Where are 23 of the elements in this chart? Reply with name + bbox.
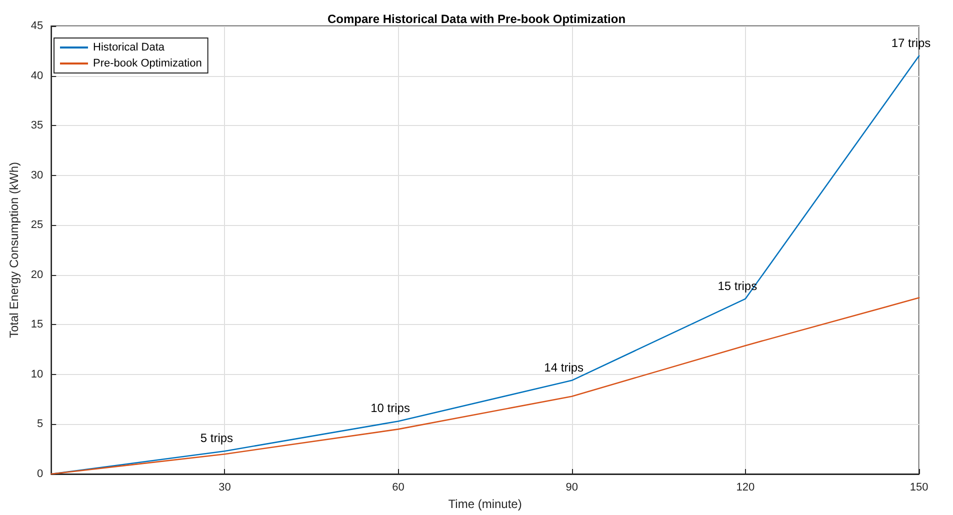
annotation: 14 trips [544, 360, 584, 374]
y-tick-label: 25 [30, 219, 44, 232]
y-tick-label: 0 [37, 468, 44, 480]
legend-label: Historical Data [93, 42, 166, 54]
x-tick-label: 60 [392, 482, 404, 494]
x-tick-label: 120 [736, 482, 755, 494]
x-tick-label: 30 [218, 482, 231, 494]
x-tick-label: 150 [910, 482, 928, 494]
annotation: 10 trips [370, 401, 410, 416]
y-tick-label: 30 [30, 169, 44, 182]
x-tick-label: 90 [566, 482, 578, 494]
y-tick-label: 40 [30, 70, 44, 82]
x-axis-title: Time (minute) [448, 497, 522, 511]
y-tick-label: 45 [30, 20, 44, 32]
y-tick-label: 5 [37, 418, 44, 430]
annotation: 5 trips [200, 431, 234, 446]
y-tick-label: 15 [30, 318, 44, 331]
legend-label: Pre-book Optimization [93, 58, 202, 70]
y-axis-title: Total Energy Consumption (kWh) [7, 162, 21, 338]
y-tick-label: 35 [30, 120, 44, 132]
chart-title: Compare Historical Data with Pre-book Optimization [327, 12, 626, 26]
y-tick-label: 20 [30, 268, 44, 281]
y-tick-label: 10 [30, 368, 44, 380]
